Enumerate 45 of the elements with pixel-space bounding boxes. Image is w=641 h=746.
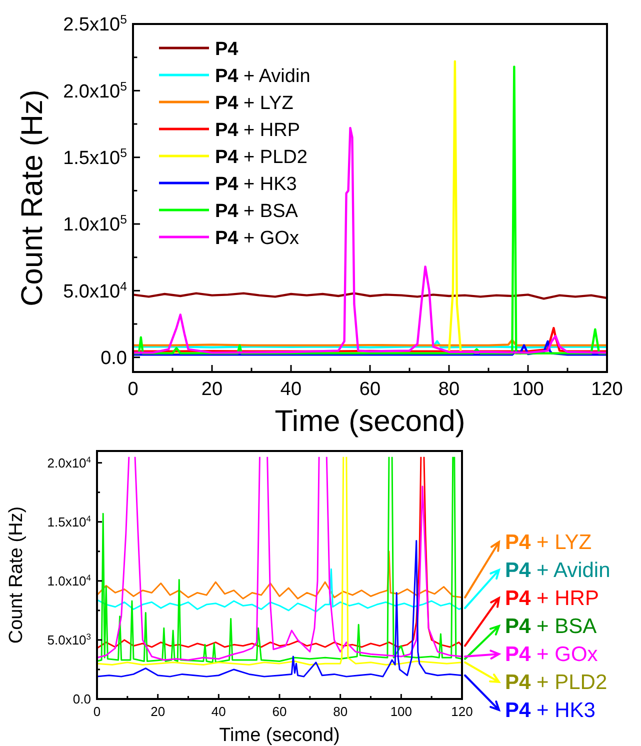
x-axis-title: Time (second) <box>219 725 340 746</box>
legend-label: P4 + PLD2 <box>215 147 308 168</box>
legend-label: P4 + Avidin <box>215 66 310 87</box>
legend-label: P4 + HRP <box>505 587 599 610</box>
x-axis-title: Time (second) <box>274 405 466 438</box>
x-tick-label: 40 <box>211 704 226 719</box>
y-tick-label: 0.0 <box>100 348 127 369</box>
x-tick-label: 80 <box>333 704 348 719</box>
x-tick-label: 20 <box>150 704 166 719</box>
x-tick-label: 60 <box>359 379 381 400</box>
y-tick-label: 1.5x10$^{5}$ <box>63 146 128 169</box>
x-tick-label: 100 <box>390 704 412 719</box>
x-tick-label: 0 <box>128 379 138 400</box>
legend-label: P4 <box>215 39 239 60</box>
x-tick-label: 40 <box>280 379 302 400</box>
y-tick-label: 5.0x10$^{3}$ <box>47 632 92 648</box>
y-tick-label: 1.0x10$^{4}$ <box>47 572 92 588</box>
y-tick-label: 5.0x10$^{4}$ <box>63 279 128 302</box>
legend-label: P4 + LYZ <box>505 531 592 554</box>
x-tick-label: 120 <box>451 704 473 719</box>
legend-label: P4 + HK3 <box>215 174 297 195</box>
x-tick-label: 0 <box>93 704 101 719</box>
x-tick-label: 80 <box>438 379 460 400</box>
legend-label: P4 + LYZ <box>215 93 294 114</box>
y-tick-label: 2.5x10$^{5}$ <box>63 12 128 36</box>
legend-label: P4 + Avidin <box>505 559 610 582</box>
legend-label: P4 + HK3 <box>505 699 596 722</box>
y-axis-title: Count Rate (Hz) <box>16 90 49 306</box>
legend-label: P4 + GOx <box>215 228 300 249</box>
line-series <box>133 340 607 356</box>
y-axis-title: Count Rate (Hz) <box>6 506 27 644</box>
x-tick-label: 120 <box>591 379 623 400</box>
legend-label: P4 + PLD2 <box>505 671 608 694</box>
legend-label: P4 + BSA <box>505 615 597 638</box>
x-tick-label: 20 <box>201 379 223 400</box>
x-tick-label: 60 <box>272 704 287 719</box>
x-tick-label: 100 <box>512 379 544 400</box>
y-tick-label: 0.0 <box>72 692 91 707</box>
y-tick-label: 1.0x10$^{5}$ <box>63 212 128 236</box>
y-tick-label: 2.0x10$^{4}$ <box>47 454 92 470</box>
y-tick-label: 1.5x10$^{4}$ <box>47 513 92 530</box>
legend-label: P4 + HRP <box>215 120 300 141</box>
legend-label: P4 + GOx <box>505 643 598 666</box>
y-tick-label: 2.0x10$^{5}$ <box>63 79 128 102</box>
legend-label: P4 + BSA <box>215 201 298 222</box>
